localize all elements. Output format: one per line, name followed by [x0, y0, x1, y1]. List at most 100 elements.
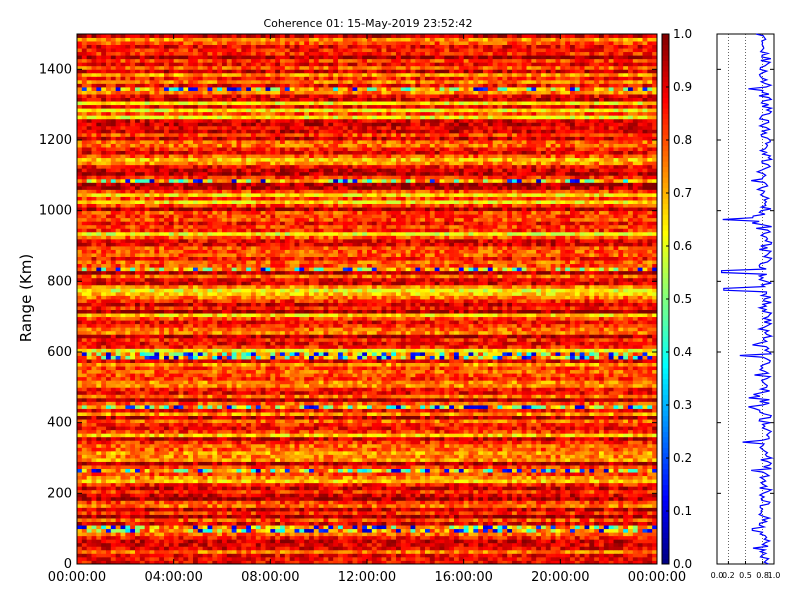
heatmap-cell [173, 472, 179, 477]
heatmap-cell [574, 528, 581, 533]
heatmap-cell [507, 511, 513, 515]
heatmap-cell [589, 486, 595, 491]
heatmap-cell [439, 440, 445, 445]
heatmap-cell [309, 479, 315, 484]
heatmap-cell [603, 507, 610, 512]
heatmap-cell [512, 503, 518, 508]
heatmap-cell [444, 419, 450, 424]
heatmap-cell [289, 454, 295, 459]
heatmap-cell [236, 546, 242, 551]
heatmap-cell [381, 489, 387, 494]
heatmap-cell [531, 447, 537, 452]
heatmap-cell [434, 461, 440, 466]
heatmap-cell [512, 511, 518, 515]
heatmap-cell [139, 443, 146, 448]
heatmap-cell [173, 415, 179, 420]
heatmap-cell [197, 454, 204, 459]
heatmap-cell [255, 461, 262, 466]
heatmap-cell [473, 496, 479, 501]
heatmap-cell [318, 468, 324, 473]
heatmap-cell [246, 450, 252, 455]
heatmap-cell [521, 546, 527, 551]
heatmap-cell [492, 465, 498, 469]
heatmap-cell [429, 560, 436, 565]
heatmap-cell [454, 436, 460, 441]
heatmap-cell [347, 511, 353, 515]
heatmap-cell [647, 521, 653, 526]
heatmap-cell [333, 539, 339, 544]
heatmap-cell [265, 419, 271, 424]
heatmap-cell [608, 479, 614, 484]
heatmap-cell [632, 486, 639, 491]
heatmap-cell [265, 500, 271, 505]
heatmap-cell [77, 454, 83, 459]
heatmap-cell [642, 468, 648, 473]
heatmap-cell [502, 535, 508, 540]
heatmap-cell [222, 440, 228, 445]
heatmap-cell [434, 482, 440, 487]
heatmap-cell [120, 500, 126, 505]
heatmap-cell [352, 553, 358, 558]
heatmap-cell [425, 433, 431, 438]
heatmap-cell [531, 479, 537, 484]
heatmap-cell [110, 458, 117, 462]
heatmap-cell [613, 493, 619, 498]
heatmap-cell [110, 511, 117, 515]
heatmap-cell [188, 458, 194, 462]
heatmap-cell [429, 468, 436, 473]
heatmap-cell [425, 465, 431, 469]
heatmap-cell [444, 450, 450, 455]
heatmap-cell [352, 521, 358, 526]
heatmap-cell [135, 518, 141, 522]
heatmap-cell [531, 433, 537, 438]
heatmap-cell [429, 440, 436, 445]
heatmap-cell [347, 556, 353, 561]
heatmap-cell [207, 454, 213, 459]
heatmap-cell [570, 472, 576, 477]
heatmap-cell [628, 532, 634, 537]
heatmap-cell [410, 415, 416, 420]
heatmap-cell [647, 514, 653, 519]
heatmap-cell [594, 489, 600, 494]
heatmap-cell [159, 447, 165, 452]
heatmap-cell [541, 525, 547, 530]
heatmap-cell [589, 461, 595, 466]
heatmap-cell [183, 475, 189, 480]
heatmap-cell [284, 556, 291, 561]
heatmap-cell [318, 429, 324, 434]
heatmap-cell [507, 493, 513, 498]
heatmap-cell [478, 482, 484, 487]
heatmap-cell [81, 458, 88, 462]
heatmap-cell [323, 525, 329, 530]
heatmap-cell [483, 535, 489, 540]
heatmap-cell [91, 465, 97, 469]
heatmap-cell [299, 461, 305, 466]
heatmap-cell [328, 542, 334, 547]
heatmap-cell [410, 496, 416, 501]
heatmap-cell [536, 426, 542, 431]
heatmap-cell [454, 518, 460, 522]
heatmap-cell [449, 535, 455, 540]
heatmap-cell [251, 429, 257, 434]
heatmap-cell [347, 528, 353, 533]
heatmap-cell [183, 535, 189, 540]
heatmap-cell [342, 443, 349, 448]
heatmap-cell [555, 482, 561, 487]
heatmap-cell [415, 436, 421, 441]
heatmap-cell [289, 482, 295, 487]
heatmap-cell [381, 443, 387, 448]
heatmap-cell [550, 507, 556, 512]
heatmap-cell [400, 433, 407, 438]
heatmap-cell [96, 553, 102, 558]
heatmap-cell [381, 472, 387, 477]
heatmap-cell [570, 465, 576, 469]
heatmap-cell [458, 419, 465, 424]
heatmap-cell [526, 440, 532, 445]
heatmap-cell [555, 468, 561, 473]
heatmap-cell [454, 443, 460, 448]
heatmap-cell [618, 493, 624, 498]
heatmap-cell [81, 493, 88, 498]
heatmap-cell [555, 493, 561, 498]
heatmap-cell [555, 556, 561, 561]
heatmap-cell [410, 500, 416, 505]
